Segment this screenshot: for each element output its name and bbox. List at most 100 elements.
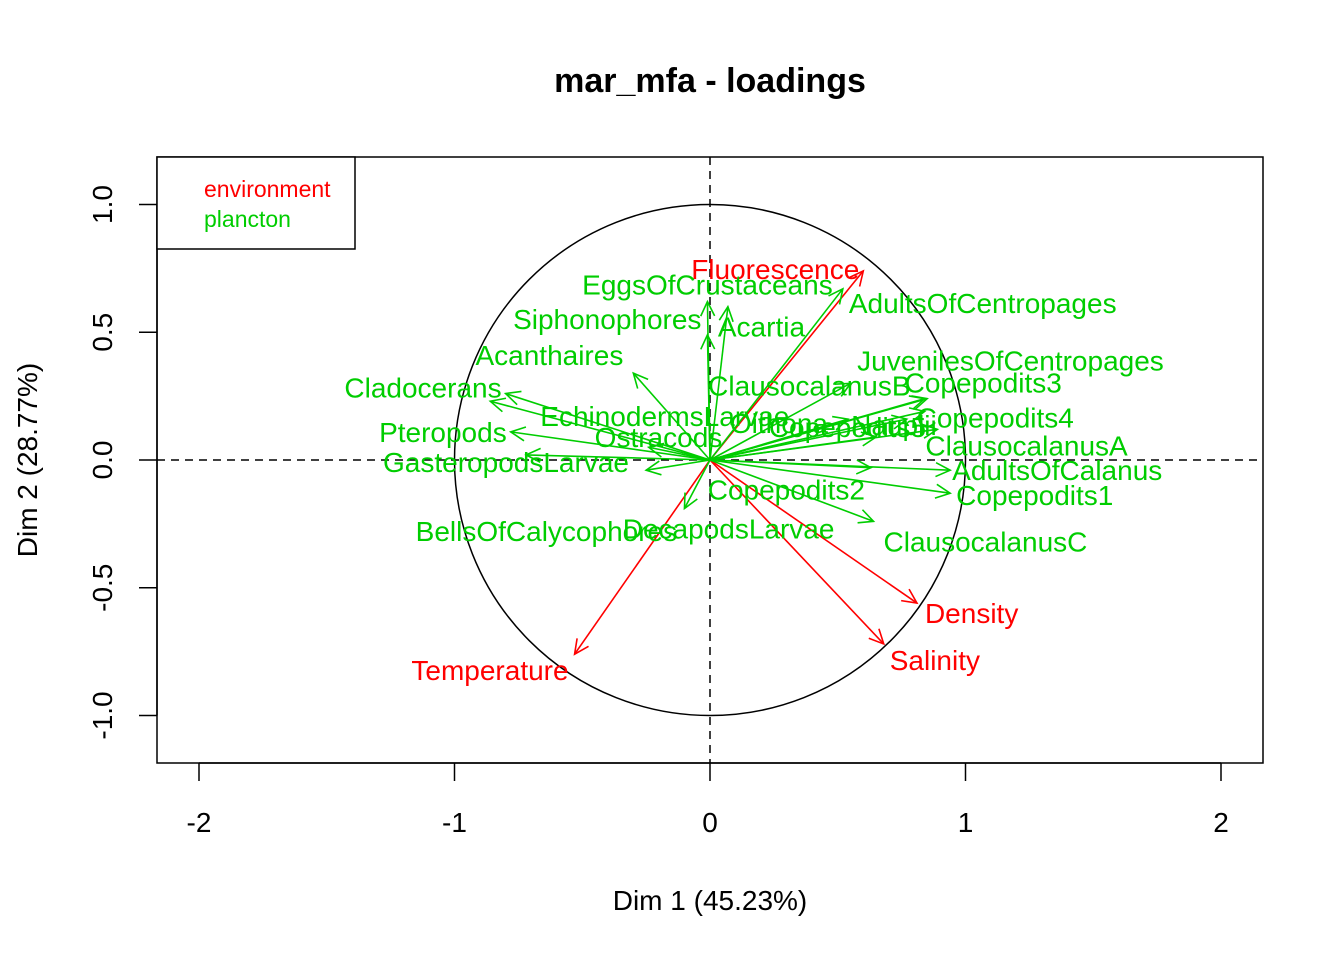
loading-arrow <box>490 400 711 461</box>
loading-label: AdultsOfCentropages <box>849 288 1117 319</box>
legend-box <box>156 156 356 250</box>
arrow-head <box>573 638 589 656</box>
loading-labels: Fluorescence Temperature Density Salinity Eg… <box>344 254 1163 686</box>
loading-arrow <box>526 454 711 461</box>
loading-label: Acanthaires <box>475 340 623 371</box>
loading-arrow <box>709 306 729 461</box>
loading-label: Copepodits4 <box>917 402 1074 433</box>
loading-label: Ostracods <box>595 422 723 453</box>
loading-label: Pteropods <box>379 417 507 448</box>
legend: environment plancton <box>156 156 356 250</box>
loading-arrow <box>709 288 844 461</box>
loading-arrow <box>709 270 864 461</box>
loading-label: JuvenilesOfCentropages <box>857 346 1164 377</box>
correlation-circle <box>453 203 967 717</box>
arrow-head <box>934 483 952 499</box>
loading-arrow <box>709 418 849 461</box>
loading-arrow <box>648 446 711 461</box>
arrow-head <box>646 442 665 458</box>
loading-arrow <box>505 392 711 461</box>
loading-arrow <box>709 382 851 461</box>
x-tick-label: 2 <box>1213 807 1229 838</box>
loading-arrow <box>709 459 918 604</box>
loading-label: Cladocerans <box>344 373 501 404</box>
chart-title: mar_mfa - loadings <box>554 62 866 100</box>
arrow-head <box>868 628 886 646</box>
arrow-head <box>901 588 919 605</box>
legend-entry-plancton: plancton <box>204 206 291 232</box>
loading-label: Copepodits3 <box>905 368 1062 399</box>
y-tick-label: -1.0 <box>87 691 118 739</box>
arrow-head <box>700 332 716 350</box>
y-tick-label: 0.5 <box>87 313 118 352</box>
loading-label: Copepodits5 <box>769 412 926 443</box>
arrow-head <box>935 461 953 478</box>
loading-arrow <box>645 459 711 472</box>
arrow-head <box>508 426 527 442</box>
x-tick-label: -2 <box>187 807 212 838</box>
loading-arrow <box>683 459 711 509</box>
loading-label: Siphonophores <box>513 304 701 335</box>
loading-label: ClausocalanusC <box>884 526 1088 557</box>
arrow-head <box>683 492 698 511</box>
loading-label: Copepodits1 <box>956 480 1113 511</box>
loading-label: Fluorescence <box>691 254 859 285</box>
loading-arrow <box>632 372 711 461</box>
y-axis: -1.0 -0.5 0.0 0.5 1.0 <box>87 185 158 740</box>
loading-label: DecapodsLarvae <box>623 514 835 545</box>
arrow-head <box>832 415 850 431</box>
loading-label: Acartia <box>718 312 806 343</box>
arrow-head <box>834 382 853 397</box>
loading-arrow <box>709 410 925 461</box>
arrow-head <box>860 431 878 447</box>
loading-arrow <box>510 431 711 461</box>
y-tick-label: 1.0 <box>87 185 118 224</box>
y-axis-label: Dim 2 (28.77%) <box>12 363 43 558</box>
arrow-head <box>828 287 844 305</box>
x-tick-label: 1 <box>958 807 974 838</box>
loading-label: Density <box>925 598 1018 629</box>
loading-label: ClausocalanusA <box>925 430 1128 461</box>
legend-entry-environment: environment <box>204 176 331 202</box>
arrow-head <box>524 447 541 463</box>
loading-label: Copepodits2 <box>708 475 865 506</box>
arrow-head <box>921 423 940 439</box>
arrow-head <box>908 407 927 423</box>
loading-label: EchinodermsLarvae <box>540 401 789 432</box>
y-tick-label: 0.0 <box>87 441 118 480</box>
loading-label: Salinity <box>890 645 980 676</box>
arrow-head <box>908 395 927 410</box>
loading-label: EggsOfCrustaceans <box>582 270 833 301</box>
loading-label: AdultsOfCalanus <box>952 455 1162 486</box>
x-axis: -2 -1 0 1 2 <box>187 762 1229 838</box>
arrow-head <box>503 390 522 406</box>
loading-arrow <box>709 459 872 469</box>
arrow-head <box>857 509 876 524</box>
loading-arrow <box>709 436 877 461</box>
loading-arrow <box>709 459 951 495</box>
arrow-head <box>632 371 649 389</box>
x-tick-label: 0 <box>702 807 718 838</box>
arrow-head <box>848 269 865 287</box>
arrow-head <box>644 460 662 476</box>
loading-label: BellsOfCalycophores <box>416 516 677 547</box>
loading-label: Temperature <box>411 655 568 686</box>
arrow-head <box>718 304 734 323</box>
arrow-head <box>855 459 873 475</box>
loading-arrows <box>488 269 953 656</box>
arrow-head <box>699 299 716 317</box>
loading-label: Nauplii <box>851 410 937 441</box>
x-axis-label: Dim 1 (45.23%) <box>613 885 808 916</box>
loading-label: Oithona <box>730 408 828 439</box>
x-tick-label: -1 <box>442 807 467 838</box>
loading-arrow <box>709 459 874 523</box>
loading-label: ClausocalanusB <box>708 370 910 401</box>
y-tick-label: -0.5 <box>87 564 118 612</box>
loading-arrow <box>709 459 885 645</box>
loading-label: GasteropodsLarvae <box>383 447 629 478</box>
arrow-head <box>488 397 507 413</box>
arrow-head <box>891 414 909 430</box>
loading-arrow <box>706 334 711 461</box>
loading-arrow <box>573 459 711 655</box>
